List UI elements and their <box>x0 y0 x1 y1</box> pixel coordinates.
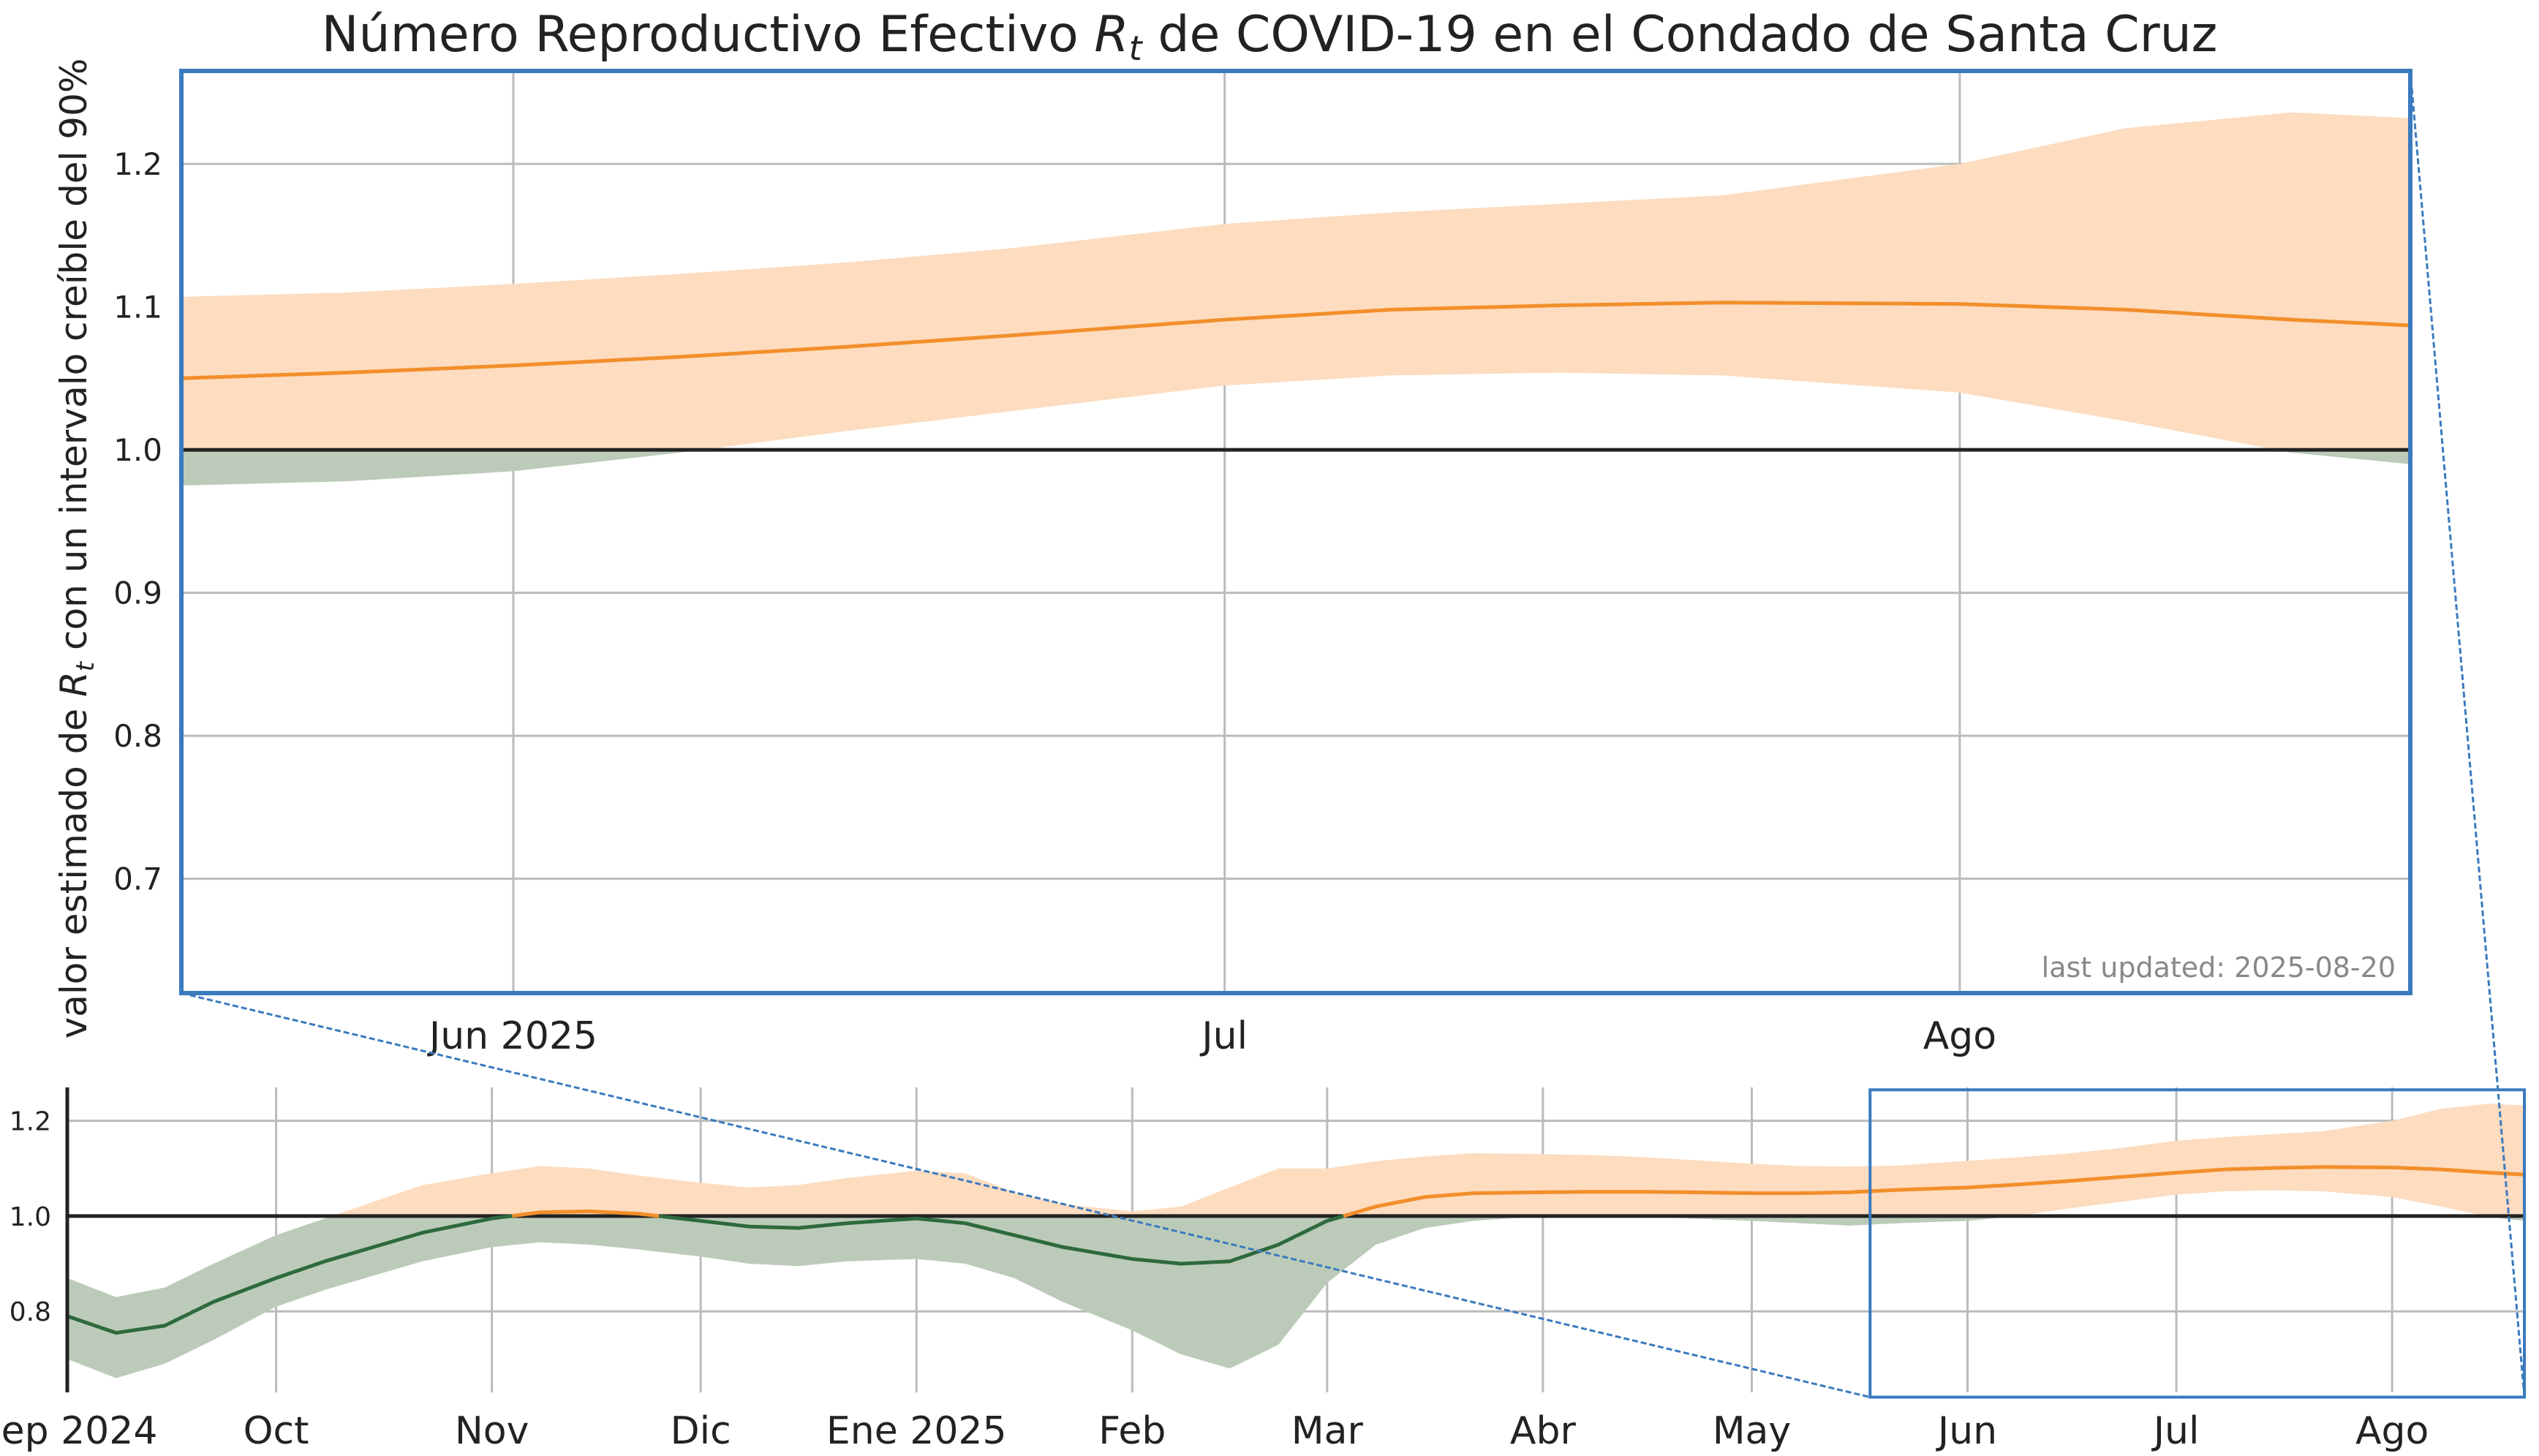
x-tick-label: May <box>1713 1409 1792 1453</box>
zoom-lines <box>181 301 2411 380</box>
x-tick-label: Jun <box>1936 1409 1997 1453</box>
y-tick-label: 0.7 <box>113 861 162 897</box>
estimate-line-below <box>658 1214 1344 1266</box>
band-below-reference <box>67 1215 2524 1378</box>
band-above-reference <box>181 112 2410 450</box>
zoom-x-tick-labels: Jun 2025 Jul Ago <box>427 1014 1996 1058</box>
estimate-line-above <box>512 1209 660 1218</box>
overview-lines <box>67 1165 2525 1335</box>
overview-bands <box>67 1104 2524 1378</box>
y-tick-label: 0.9 <box>113 576 162 611</box>
overview-panel: 0.8 1.0 1.2 Sep 2024 Oct Nov Dic Ene 2025 Feb Ma… <box>0 1087 2526 1453</box>
x-tick-label: Abr <box>1510 1409 1577 1453</box>
zoom-y-tick-labels: 0.7 0.8 0.9 1.0 1.1 1.2 <box>113 146 162 897</box>
overview-y-tick-labels: 0.8 1.0 1.2 <box>10 1107 51 1328</box>
y-axis-label: valor estimado de Rt con un intervalo cr… <box>53 59 100 1039</box>
x-tick-label: Jul <box>2151 1409 2200 1453</box>
overview-x-tick-labels: Sep 2024 Oct Nov Dic Ene 2025 Feb Mar Abr May Jun… <box>0 1409 2429 1453</box>
y-tick-label: 1.0 <box>10 1202 51 1232</box>
y-tick-label: 1.1 <box>113 290 162 325</box>
y-tick-label: 1.2 <box>10 1107 51 1137</box>
x-tick-label: Dic <box>671 1409 731 1453</box>
x-tick-label: Ago <box>2355 1409 2429 1453</box>
last-updated-annotation: last updated: 2025-08-20 <box>2042 951 2396 984</box>
zoom-bands <box>181 112 2410 486</box>
band-below-reference <box>181 450 2410 486</box>
y-tick-label: 1.0 <box>113 432 162 468</box>
x-tick-label: Ago <box>1923 1014 1996 1058</box>
y-tick-label: 1.2 <box>113 146 162 182</box>
y-tick-label: 0.8 <box>10 1297 51 1327</box>
zoom-frame <box>179 69 2412 995</box>
x-tick-label: Jun 2025 <box>427 1014 597 1058</box>
x-tick-label: Feb <box>1098 1409 1166 1453</box>
x-tick-label: Oct <box>244 1409 309 1453</box>
x-tick-label: Ene 2025 <box>826 1409 1007 1453</box>
zoom-panel: 0.7 0.8 0.9 1.0 1.1 1.2 Jun 2025 Jul Ago last u… <box>113 69 2412 1058</box>
estimate-line-above <box>1343 1165 2525 1218</box>
overview-zoom-window <box>1868 1088 2526 1399</box>
estimate-line-above <box>181 301 2411 380</box>
estimate-line-below <box>67 1214 513 1335</box>
zoom-connector-right <box>2409 70 2526 1397</box>
x-tick-label: Sep 2024 <box>0 1409 157 1453</box>
x-tick-label: Nov <box>455 1409 529 1453</box>
chart-title: Número Reproductivo Efectivo Rt de COVID… <box>322 6 2218 68</box>
x-tick-label: Jul <box>1199 1014 1248 1058</box>
y-tick-label: 0.8 <box>113 718 162 754</box>
x-tick-label: Mar <box>1291 1409 1364 1453</box>
